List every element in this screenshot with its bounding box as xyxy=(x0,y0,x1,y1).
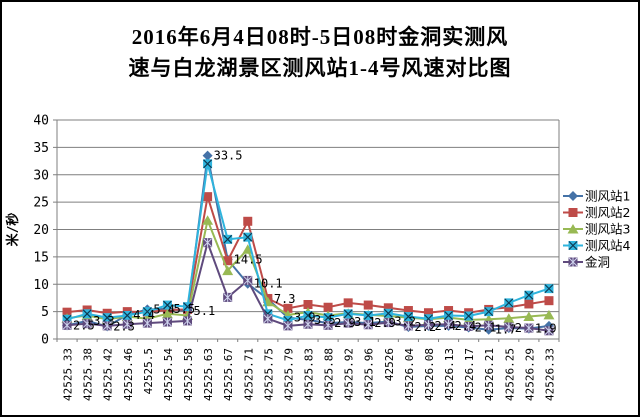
svg-text:2.3: 2.3 xyxy=(113,319,135,333)
legend-item-4: 测风站4 xyxy=(563,238,631,253)
svg-text:42526.29: 42526.29 xyxy=(523,348,536,401)
svg-text:4.4: 4.4 xyxy=(133,308,155,322)
svg-text:42526.13: 42526.13 xyxy=(443,348,456,401)
svg-text:2.4: 2.4 xyxy=(455,319,477,333)
series-5-star xyxy=(62,238,554,336)
svg-text:2.1: 2.1 xyxy=(475,321,497,335)
svg-text:42525.75: 42525.75 xyxy=(262,348,275,401)
svg-text:42525.54: 42525.54 xyxy=(162,348,175,401)
svg-text:42526.33: 42526.33 xyxy=(543,348,556,401)
svg-text:5.1: 5.1 xyxy=(194,304,216,318)
chart-title-line-2: 速与白龙湖景区测风站1-4号风速对比图 xyxy=(128,56,512,80)
line-chart: 0 5 10 15 20 25 30 35 40 米/秒 42525.33 42525.38 42525… xyxy=(5,114,631,401)
svg-text:42525.38: 42525.38 xyxy=(82,348,95,401)
svg-text:1.9: 1.9 xyxy=(535,322,557,336)
svg-text:42526.08: 42526.08 xyxy=(423,348,436,401)
legend-item-1: 测风站1 xyxy=(563,189,630,204)
chart-title: 2016年6月4日08时-5日08时金洞实测风 速与白龙湖景区测风站1-4号风速… xyxy=(2,22,638,84)
svg-text:25: 25 xyxy=(33,196,49,211)
svg-text:2: 2 xyxy=(515,321,522,335)
svg-text:15: 15 xyxy=(33,250,49,265)
y-axis-title: 米/秒 xyxy=(5,213,21,247)
x-axis: 42525.33 42525.38 42525.42 42525.46 42525.5 4… xyxy=(56,339,560,401)
svg-text:7.3: 7.3 xyxy=(274,292,296,306)
legend-label-4: 测风站4 xyxy=(585,238,631,253)
series-2-square xyxy=(62,192,554,318)
svg-text:5: 5 xyxy=(41,305,49,320)
svg-text:3.5: 3.5 xyxy=(314,313,336,327)
svg-text:3.9: 3.9 xyxy=(294,311,316,325)
svg-text:42525.58: 42525.58 xyxy=(182,348,195,401)
svg-text:42525.33: 42525.33 xyxy=(62,348,75,401)
svg-text:5.4: 5.4 xyxy=(153,302,175,316)
svg-text:42525.92: 42525.92 xyxy=(343,348,356,401)
svg-text:2.2: 2.2 xyxy=(414,320,436,334)
svg-text:42525.63: 42525.63 xyxy=(202,348,215,401)
legend-label-5: 金洞 xyxy=(585,255,610,270)
svg-text:42525.67: 42525.67 xyxy=(222,348,235,401)
chart-title-line-1: 2016年6月4日08时-5日08时金洞实测风 xyxy=(131,25,509,49)
svg-text:30: 30 xyxy=(33,168,49,183)
svg-text:42525.71: 42525.71 xyxy=(242,348,255,401)
svg-text:3.3: 3.3 xyxy=(93,314,115,328)
svg-text:20: 20 xyxy=(33,223,49,238)
legend-label-1: 测风站1 xyxy=(585,189,630,204)
svg-text:42526: 42526 xyxy=(383,348,396,381)
svg-text:42526.25: 42526.25 xyxy=(503,348,516,401)
svg-text:42526.21: 42526.21 xyxy=(483,348,496,401)
svg-text:42525.88: 42525.88 xyxy=(323,348,336,401)
svg-text:42526.17: 42526.17 xyxy=(463,348,476,401)
svg-text:14.5: 14.5 xyxy=(234,253,263,267)
svg-text:42525.46: 42525.46 xyxy=(122,348,135,401)
svg-text:42526.04: 42526.04 xyxy=(403,348,416,401)
svg-text:42525.42: 42525.42 xyxy=(102,348,115,401)
svg-text:42525.83: 42525.83 xyxy=(303,348,316,401)
legend-item-3: 测风站3 xyxy=(563,222,630,237)
svg-text:3.2: 3.2 xyxy=(394,314,416,328)
svg-text:2.4: 2.4 xyxy=(434,319,456,333)
svg-text:42525.79: 42525.79 xyxy=(282,348,295,401)
legend-label-2: 测风站2 xyxy=(585,205,630,220)
svg-text:42525.96: 42525.96 xyxy=(363,348,376,401)
svg-text:42525.5: 42525.5 xyxy=(142,348,155,394)
y-axis: 0 5 10 15 20 25 30 35 40 xyxy=(33,114,57,348)
legend-item-2: 测风站2 xyxy=(563,205,630,220)
svg-text:5.5: 5.5 xyxy=(173,302,195,316)
legend-label-3: 测风站3 xyxy=(585,222,630,237)
series-1-data-labels: 2.53.32.34.45.45.55.133.514.510.17.33.93… xyxy=(73,149,557,337)
svg-text:35: 35 xyxy=(33,141,49,156)
svg-text:2.9: 2.9 xyxy=(374,316,396,330)
svg-text:10.1: 10.1 xyxy=(254,277,283,291)
svg-text:3.1: 3.1 xyxy=(354,315,376,329)
legend-item-5: 金洞 xyxy=(563,255,610,270)
svg-text:33.5: 33.5 xyxy=(214,149,243,163)
svg-text:40: 40 xyxy=(33,114,49,129)
svg-text:0: 0 xyxy=(41,333,49,348)
svg-text:10: 10 xyxy=(33,278,49,293)
svg-text:2.5: 2.5 xyxy=(73,318,95,332)
svg-text:2.9: 2.9 xyxy=(334,316,356,330)
svg-text:1.7: 1.7 xyxy=(495,323,517,337)
series-4-x xyxy=(62,159,554,325)
